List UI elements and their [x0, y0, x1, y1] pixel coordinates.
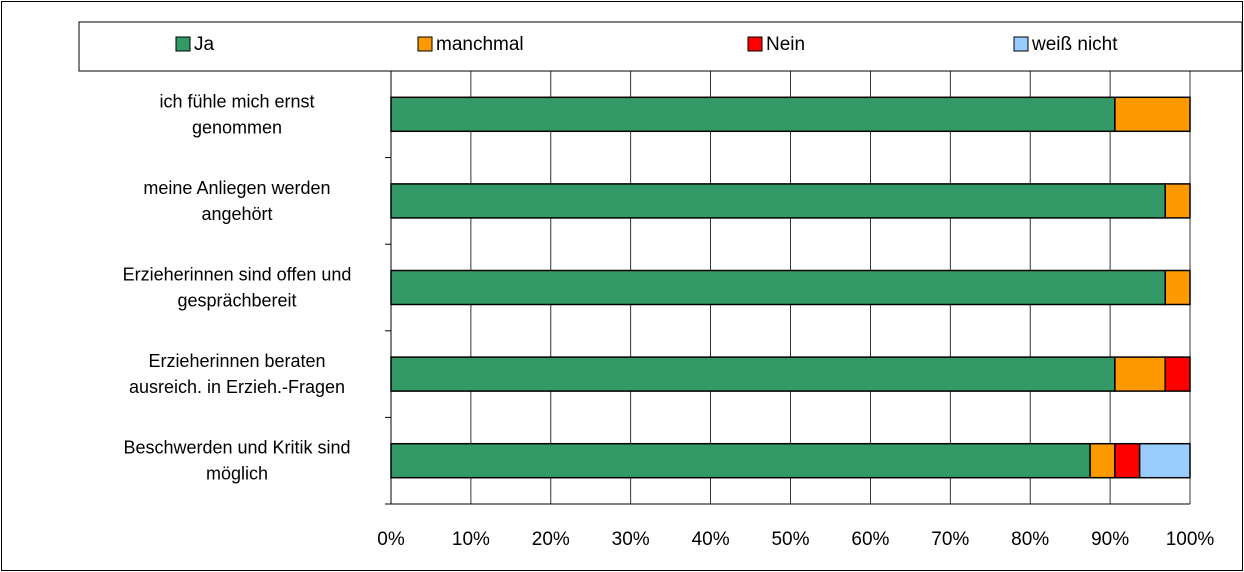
x-tick-label: 70% — [931, 529, 969, 550]
category-label: Erzieherinnen sind offen und — [123, 265, 352, 285]
x-tick-label: 100% — [1166, 529, 1215, 550]
x-tick-label: 50% — [771, 529, 809, 550]
category-label: genommen — [192, 117, 282, 137]
category-label: angehört — [201, 204, 272, 224]
category-label: gesprächbereit — [177, 291, 296, 311]
bars — [390, 96, 1191, 479]
x-tick-label: 0% — [377, 529, 405, 550]
bar-segment — [390, 356, 1116, 392]
category-label: möglich — [206, 464, 268, 484]
x-tick-labels: 0% 10% 20% 30% 40% 50% 60% 70% 80% 90% 100% — [377, 529, 1214, 550]
x-tick-label: 20% — [532, 529, 570, 550]
legend-label: weiß nicht — [1031, 34, 1118, 55]
bar-segment — [390, 442, 1091, 479]
bar-segment — [1164, 269, 1191, 306]
category-label: Beschwerden und Kritik sind — [123, 438, 350, 458]
legend-swatch — [175, 36, 191, 52]
x-tick-label: 60% — [851, 529, 889, 550]
legend: Ja manchmal Nein weiß nicht — [175, 34, 1118, 55]
bar-segment — [1114, 96, 1191, 133]
legend-swatch — [747, 36, 763, 52]
legend-box — [78, 21, 1243, 72]
legend-swatch — [417, 36, 433, 52]
legend-swatch — [1013, 36, 1029, 52]
y-category-labels: ich fühle mich ernst genommen meine Anlieg… — [123, 91, 352, 483]
x-tick-label: 30% — [612, 529, 650, 550]
category-label: Erzieherinnen beraten — [148, 351, 325, 371]
bar-segment — [1089, 442, 1116, 479]
bar-segment — [1164, 183, 1191, 219]
bar-segment — [390, 183, 1166, 219]
legend-label: manchmal — [436, 34, 524, 55]
bar-segment — [390, 269, 1166, 306]
category-label: meine Anliegen werden — [143, 178, 330, 198]
x-tick-label: 40% — [692, 529, 730, 550]
bar-segment — [390, 96, 1116, 133]
bar-segment — [1164, 356, 1191, 392]
x-tick-label: 10% — [452, 529, 490, 550]
category-label: ausreich. in Erzieh.-Fragen — [129, 377, 345, 397]
legend-label: Ja — [194, 34, 215, 55]
bar-segment — [1114, 442, 1141, 479]
category-label: ich fühle mich ernst — [159, 91, 314, 111]
bar-segment — [1114, 356, 1166, 392]
legend-label: Nein — [766, 34, 805, 55]
x-tick-label: 90% — [1091, 529, 1129, 550]
axes — [385, 70, 392, 505]
x-tick-label: 80% — [1011, 529, 1049, 550]
bar-segment — [1138, 442, 1191, 479]
